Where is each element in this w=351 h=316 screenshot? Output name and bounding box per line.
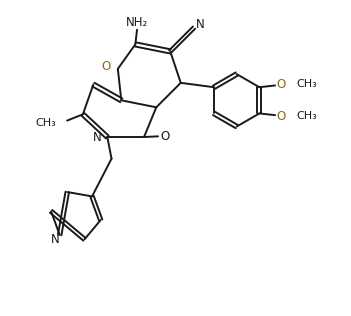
Text: O: O <box>160 130 170 143</box>
Text: N: N <box>51 233 59 246</box>
Text: O: O <box>277 78 286 91</box>
Text: O: O <box>101 60 110 73</box>
Text: O: O <box>277 110 286 123</box>
Text: N: N <box>93 131 102 143</box>
Text: CH₃: CH₃ <box>296 79 317 89</box>
Text: N: N <box>196 18 205 31</box>
Text: CH₃: CH₃ <box>296 111 317 121</box>
Text: CH₃: CH₃ <box>35 118 56 128</box>
Text: NH₂: NH₂ <box>126 16 148 29</box>
